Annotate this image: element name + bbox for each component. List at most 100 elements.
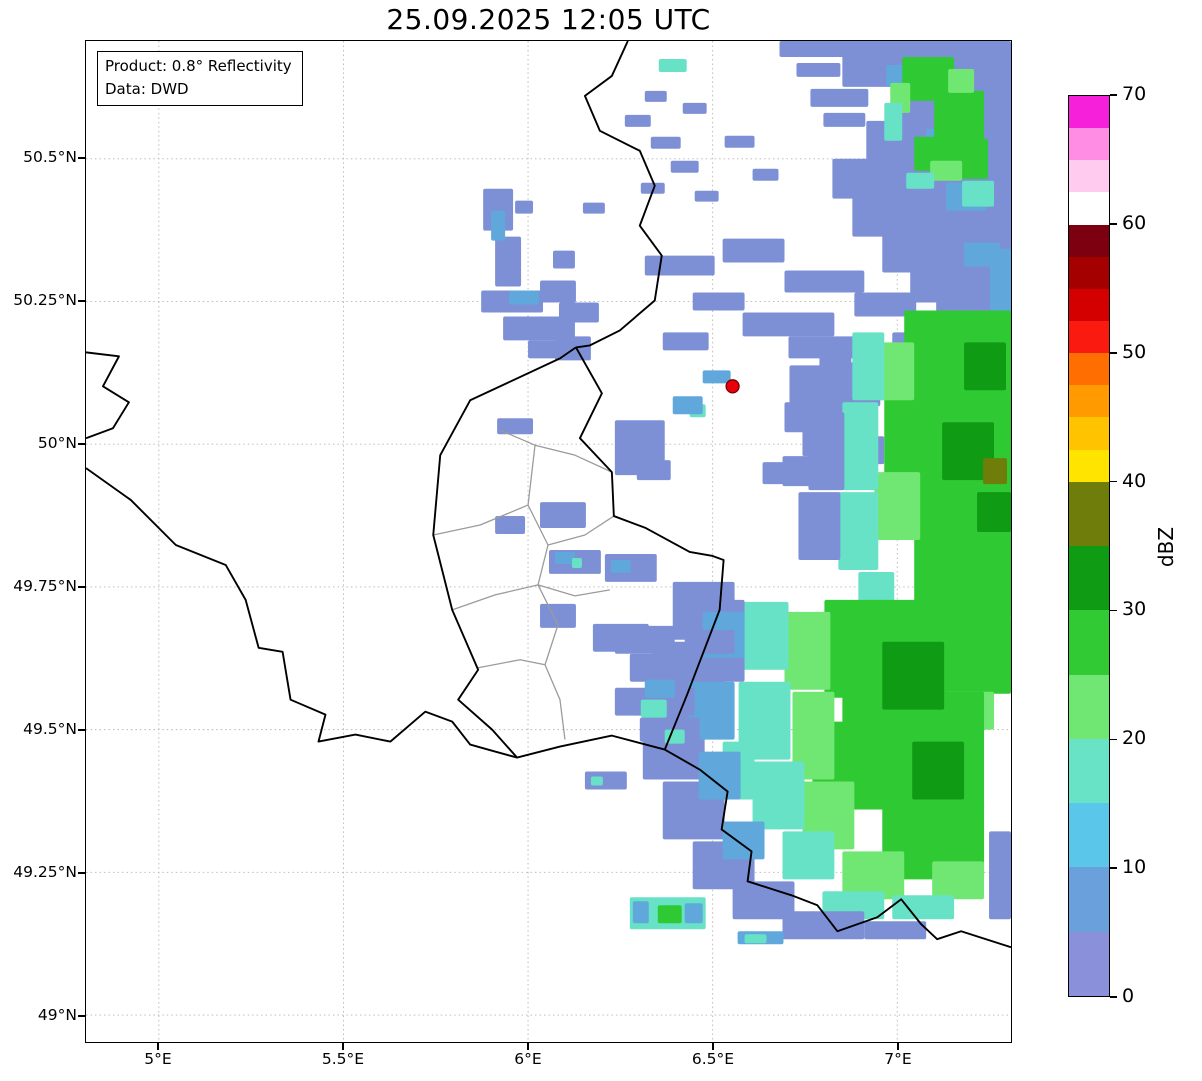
country-border (664, 748, 1011, 949)
y-axis-tick-label: 49.5°N (23, 720, 77, 738)
radar-echo (644, 255, 715, 276)
radar-echo (882, 641, 945, 710)
colorbar-segment (1069, 353, 1109, 386)
radar-echo (744, 934, 767, 944)
radar-echo (752, 168, 779, 181)
x-axis-tick-mark (527, 1043, 529, 1050)
colorbar-tick-label: 0 (1122, 985, 1135, 1007)
colorbar-segment (1069, 321, 1109, 354)
radar-echo (934, 90, 985, 141)
radar-echo (819, 342, 852, 401)
colorbar-tick-mark (1110, 94, 1117, 96)
y-axis-tick-mark (78, 1015, 85, 1017)
colorbar-segment (1069, 803, 1109, 868)
x-axis-tick-label: 6°E (514, 1050, 542, 1068)
radar-echo (738, 681, 791, 760)
radar-echo (644, 679, 675, 698)
radar-echo (636, 460, 671, 481)
radar-echo (742, 601, 789, 670)
radar-echo (882, 801, 985, 880)
radar-echo (684, 629, 735, 654)
y-axis-tick-mark (78, 872, 85, 874)
country-border (432, 346, 725, 759)
radar-echo (650, 136, 681, 149)
radar-echo (554, 551, 575, 564)
y-axis-tick-mark (78, 586, 85, 588)
colorbar-segment (1069, 96, 1109, 129)
radar-echo (640, 699, 667, 718)
radar-echo (699, 657, 745, 682)
x-axis-tick-label: 7°E (884, 1050, 912, 1068)
radar-echo (692, 292, 745, 311)
radar-echo (614, 625, 675, 654)
colorbar-segment (1069, 738, 1109, 804)
radar-echo (798, 492, 841, 560)
radar-echo (552, 250, 575, 269)
radar-echo (724, 135, 755, 148)
radar-echo (483, 188, 514, 231)
colorbar-tick-label: 50 (1122, 340, 1147, 363)
radar-echo (657, 905, 682, 924)
data-source-line: Data: DWD (105, 79, 189, 98)
radar-echo (629, 653, 700, 682)
radar-echo (497, 418, 534, 435)
radar-echo (879, 342, 915, 401)
y-axis-tick-label: 50.5°N (23, 148, 77, 166)
radar-echo (684, 903, 703, 924)
radar-echo (842, 402, 879, 491)
colorbar-tick-mark (1110, 738, 1117, 741)
radar-echo (864, 921, 927, 940)
colorbar-tick-label: 40 (1122, 469, 1147, 492)
colorbar-tick-label: 20 (1122, 727, 1147, 750)
radar-echo (892, 895, 955, 920)
radar-echo (842, 851, 905, 900)
radar-echo (906, 172, 935, 189)
radar-echo (912, 741, 965, 800)
colorbar-segment (1069, 288, 1109, 321)
y-axis-tick-mark (78, 300, 85, 302)
radar-echo (558, 302, 599, 323)
radar-echo (722, 821, 765, 860)
radar-echo (658, 58, 687, 72)
colorbar-segment (1069, 224, 1109, 257)
radar-echo (540, 280, 576, 303)
radar-echo (644, 90, 667, 102)
radar-echo (682, 102, 707, 114)
district-border (499, 429, 613, 473)
radar-echo (852, 332, 885, 401)
colorbar (1068, 95, 1110, 997)
y-axis-tick-mark (78, 729, 85, 731)
y-axis-tick-mark (78, 443, 85, 445)
radar-echo (491, 210, 506, 241)
x-axis-tick-mark (342, 1043, 344, 1050)
radar-echo (503, 316, 575, 341)
radar-location-marker (725, 379, 740, 394)
radar-echo (990, 248, 1011, 315)
colorbar-tick-mark (1110, 867, 1117, 869)
colorbar-segment (1069, 385, 1109, 418)
product-line: Product: 0.8° Reflectivity (105, 57, 292, 75)
radar-echo (582, 202, 605, 214)
figure-title: 25.09.2025 12:05 UTC (386, 3, 711, 36)
radar-echo (796, 62, 841, 77)
radar-echo (509, 290, 540, 305)
radar-echo (664, 729, 685, 744)
district-border (537, 584, 610, 597)
country-border (86, 351, 130, 440)
colorbar-tick-mark (1110, 609, 1117, 612)
radar-echo (930, 160, 963, 181)
y-axis-tick-label: 50°N (37, 434, 77, 452)
radar-echo (884, 102, 903, 141)
x-axis-tick-mark (157, 1043, 159, 1050)
y-axis-tick-label: 50.25°N (13, 291, 77, 309)
radar-echo (942, 422, 995, 481)
colorbar-segment (1069, 610, 1109, 675)
radar-echo (934, 615, 1011, 694)
map-plot-area: Product: 0.8° Reflectivity Data: DWD (85, 40, 1012, 1043)
colorbar-tick-mark (1110, 480, 1117, 483)
radar-echo (782, 831, 835, 880)
colorbar-segment (1069, 417, 1109, 450)
district-border (433, 504, 529, 536)
y-axis-tick-mark (78, 157, 85, 159)
